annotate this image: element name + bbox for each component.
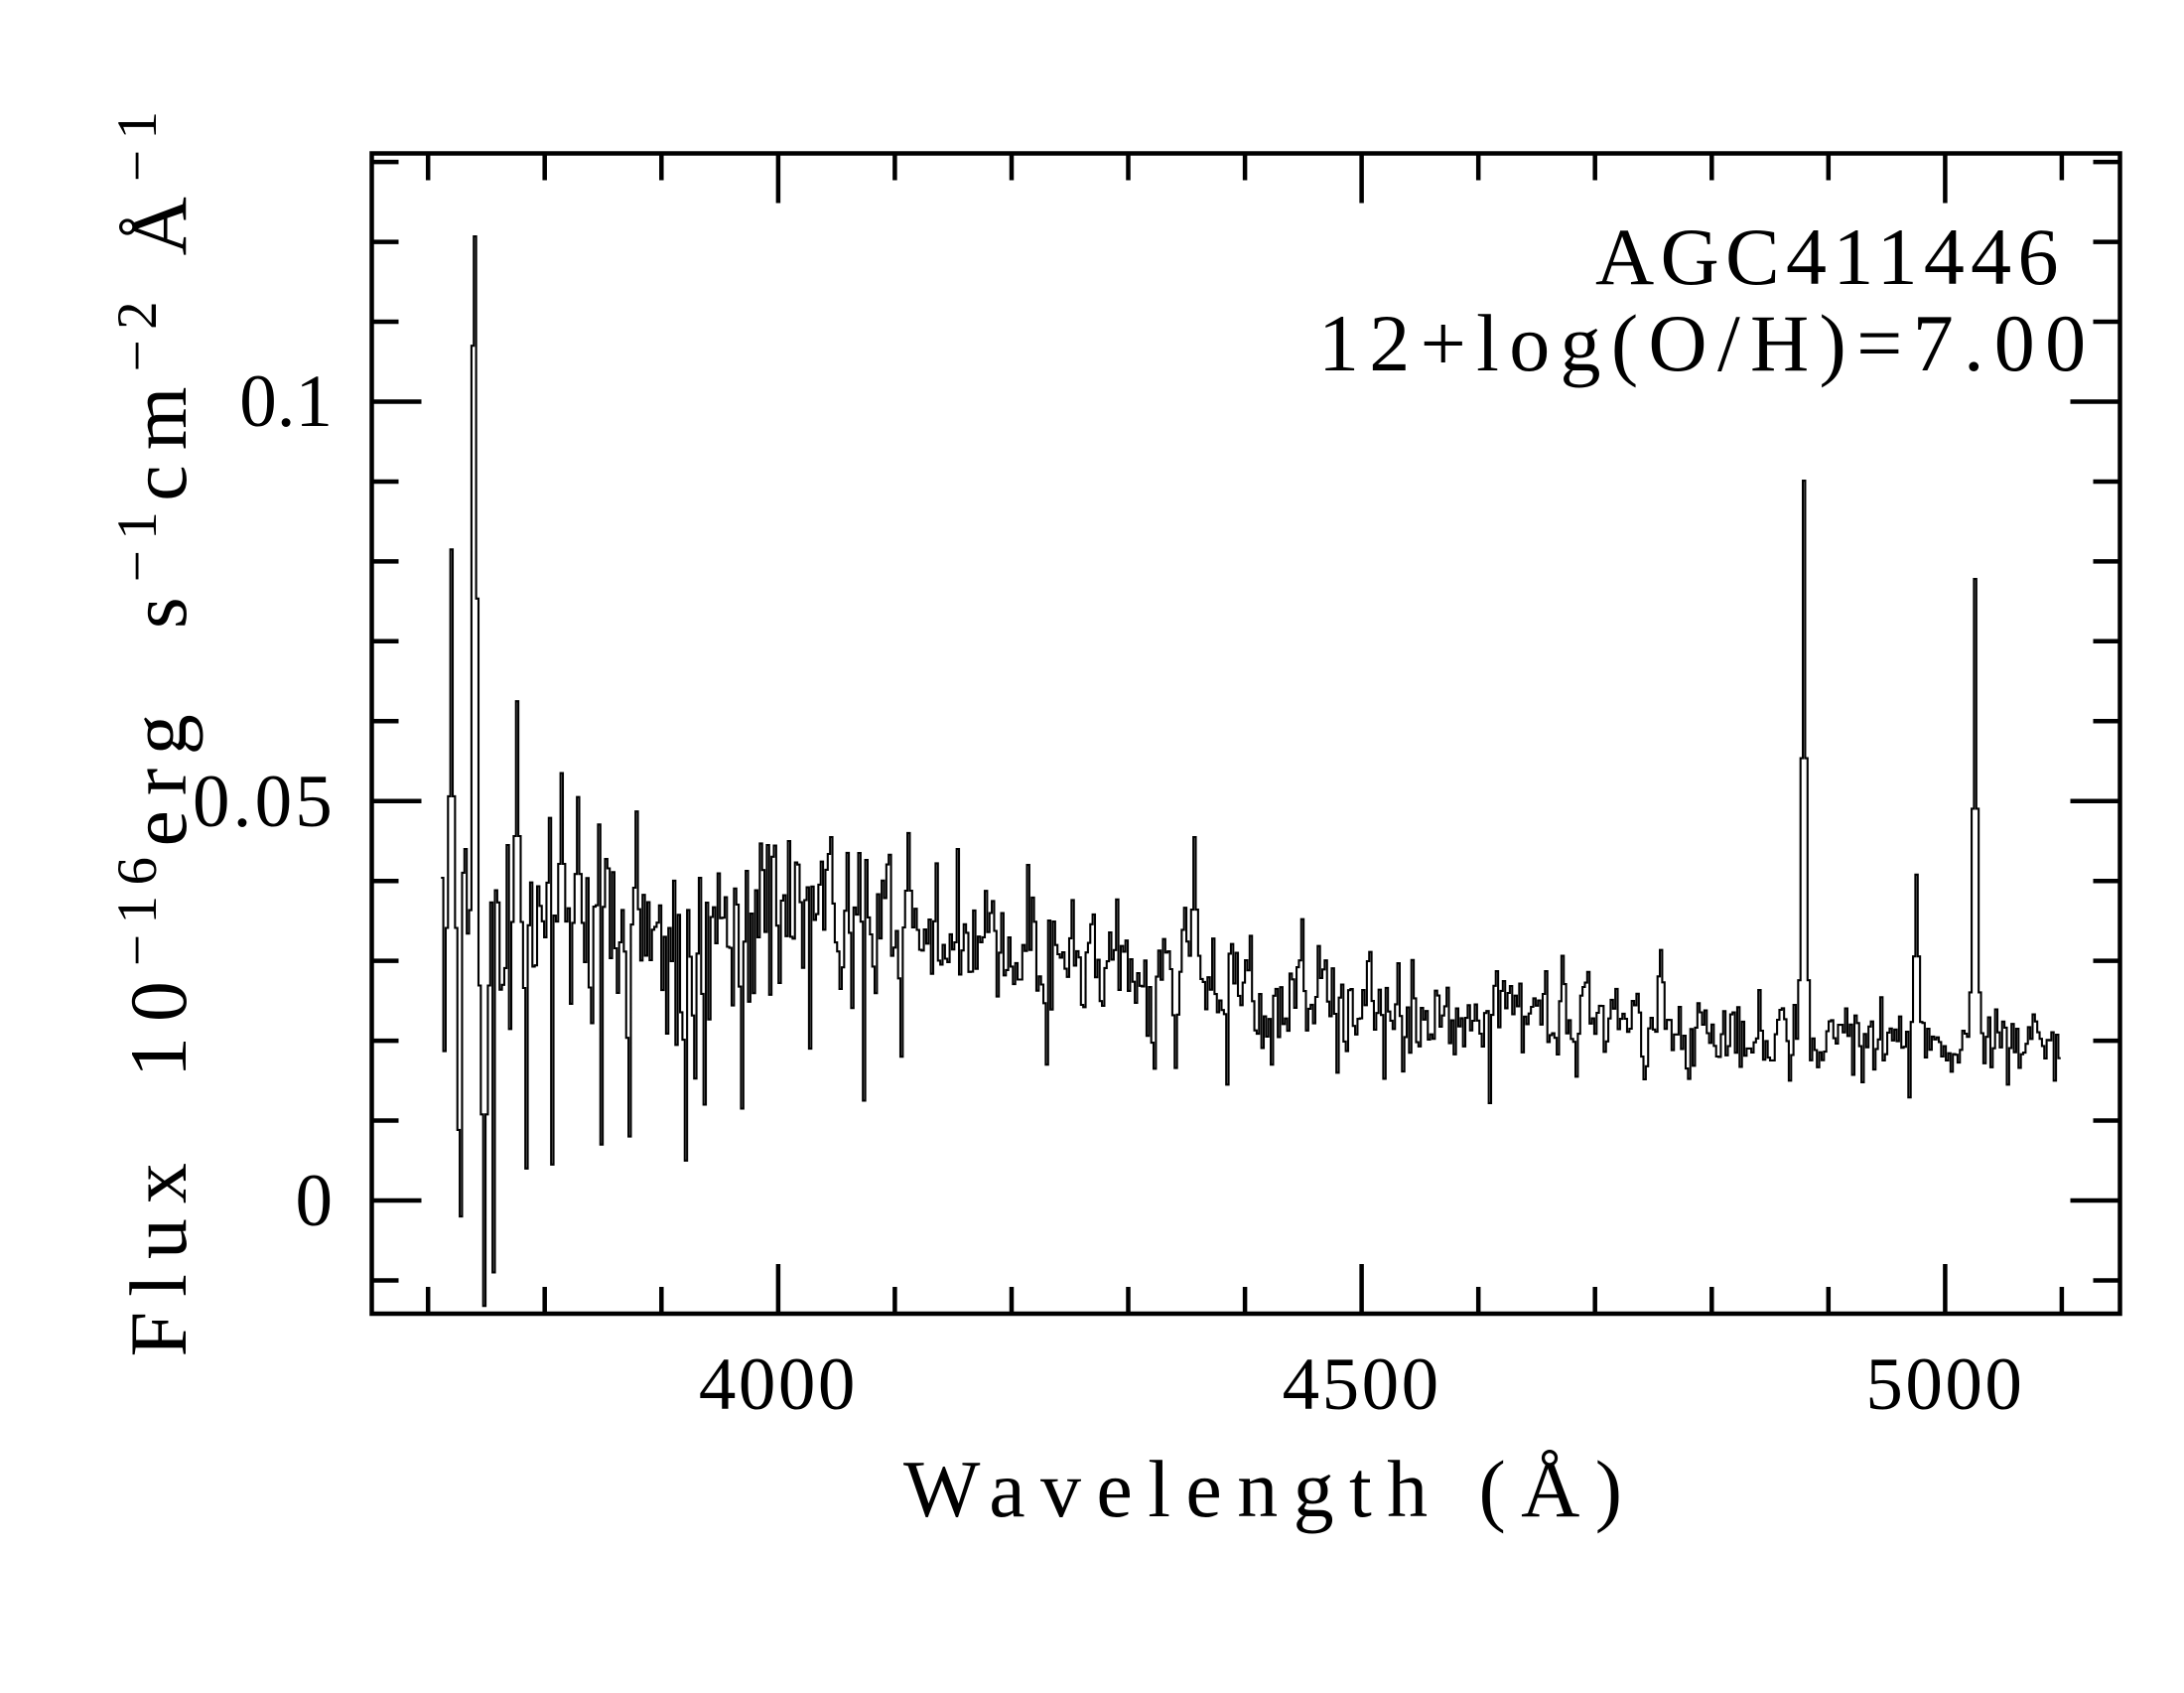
svg-text:12+log(O/H)=7.00: 12+log(O/H)=7.00 bbox=[1318, 298, 2096, 388]
svg-text:AGC411446: AGC411446 bbox=[1595, 212, 2065, 302]
svg-text:Wavelength (Å): Wavelength (Å) bbox=[903, 1444, 1638, 1534]
svg-text:0.1: 0.1 bbox=[239, 360, 333, 443]
svg-text:0: 0 bbox=[296, 1160, 334, 1242]
svg-text:Flux 10−16erg s−1cm−2 Å−1: Flux 10−16erg s−1cm−2 Å−1 bbox=[106, 100, 204, 1356]
svg-text:0.05: 0.05 bbox=[193, 761, 336, 843]
svg-text:4000: 4000 bbox=[699, 1343, 858, 1426]
svg-text:5000: 5000 bbox=[1865, 1343, 2024, 1426]
svg-text:4500: 4500 bbox=[1283, 1343, 1441, 1426]
